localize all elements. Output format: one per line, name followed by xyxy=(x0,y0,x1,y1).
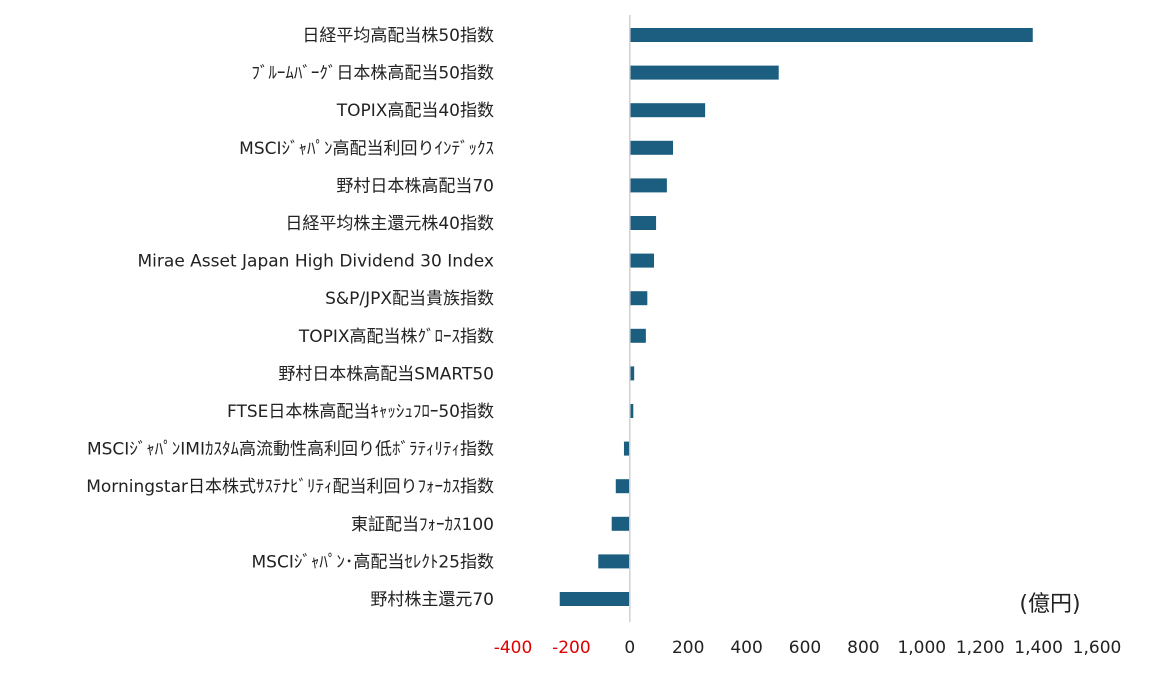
x-tick-labels-group: -400 -200 0 200 400 600 800 1,000 1,200 1,400 1,60… xyxy=(494,638,1122,658)
bar xyxy=(629,404,634,418)
category-label: Mirae Asset Japan High Dividend 30 Index xyxy=(138,252,494,272)
x-tick-label: 1,200 xyxy=(956,638,1005,658)
bar xyxy=(629,178,667,193)
x-tick-label: -400 xyxy=(494,638,533,658)
x-tick-label: 200 xyxy=(672,638,704,658)
category-label: TOPIX高配当40指数 xyxy=(336,101,494,121)
x-tick-label: 800 xyxy=(847,638,879,658)
bar xyxy=(629,366,635,381)
x-tick-label: -200 xyxy=(552,638,591,658)
category-label: FTSE日本株高配当ｷｬｯｼｭﾌﾛｰ50指数 xyxy=(227,402,494,422)
category-label: 野村日本株高配当70 xyxy=(336,176,494,196)
unit-label: (億円) xyxy=(1019,592,1080,617)
category-label: Morningstar日本株式ｻｽﾃﾅﾋﾞﾘﾃｨ配当利回りﾌｫｰｶｽ指数 xyxy=(86,477,494,497)
bar xyxy=(629,65,779,80)
category-label: 日経平均株主還元株40指数 xyxy=(285,214,494,234)
x-tick-label: 400 xyxy=(730,638,762,658)
bar xyxy=(629,140,674,155)
category-label: ﾌﾞﾙｰﾑﾊﾞｰｸﾞ日本株高配当50指数 xyxy=(251,64,494,84)
bar xyxy=(629,28,1033,42)
x-tick-label: 1,400 xyxy=(1014,638,1063,658)
category-label: TOPIX高配当株ｸﾞﾛｰｽ指数 xyxy=(298,327,494,347)
bar xyxy=(598,554,630,569)
category-label: MSCIｼﾞｬﾊﾟﾝ高配当利回りｲﾝﾃﾞｯｸｽ xyxy=(239,139,494,159)
bar xyxy=(559,592,630,606)
x-tick-label: 600 xyxy=(789,638,821,658)
bars-group xyxy=(559,28,1033,606)
bar xyxy=(629,328,646,343)
bar xyxy=(623,441,630,456)
category-label: 東証配当ﾌｫｰｶｽ100 xyxy=(351,515,494,535)
bar xyxy=(611,516,630,531)
x-tick-label: 0 xyxy=(624,638,635,658)
bar xyxy=(629,216,657,230)
bar xyxy=(629,291,648,306)
category-label: S&P/JPX配当貴族指数 xyxy=(325,289,494,309)
category-label: 日経平均高配当株50指数 xyxy=(302,26,494,46)
bar xyxy=(629,103,706,118)
category-label: MSCIｼﾞｬﾊﾟﾝ･高配当ｾﾚｸﾄ25指数 xyxy=(252,552,494,572)
bar xyxy=(629,253,655,268)
category-label: 野村株主還元70 xyxy=(370,590,494,610)
category-label: 野村日本株高配当SMART50 xyxy=(278,364,494,384)
bar xyxy=(615,479,630,494)
category-label: MSCIｼﾞｬﾊﾟﾝIMIｶｽﾀﾑ高流動性高利回り低ﾎﾞﾗﾃｨﾘﾃｨ指数 xyxy=(87,440,494,460)
x-tick-label: 1,000 xyxy=(897,638,946,658)
category-labels-group: 日経平均高配当株50指数 ﾌﾞﾙｰﾑﾊﾞｰｸﾞ日本株高配当50指数 TOPIX高配当… xyxy=(86,26,494,610)
x-tick-label: 1,600 xyxy=(1073,638,1122,658)
